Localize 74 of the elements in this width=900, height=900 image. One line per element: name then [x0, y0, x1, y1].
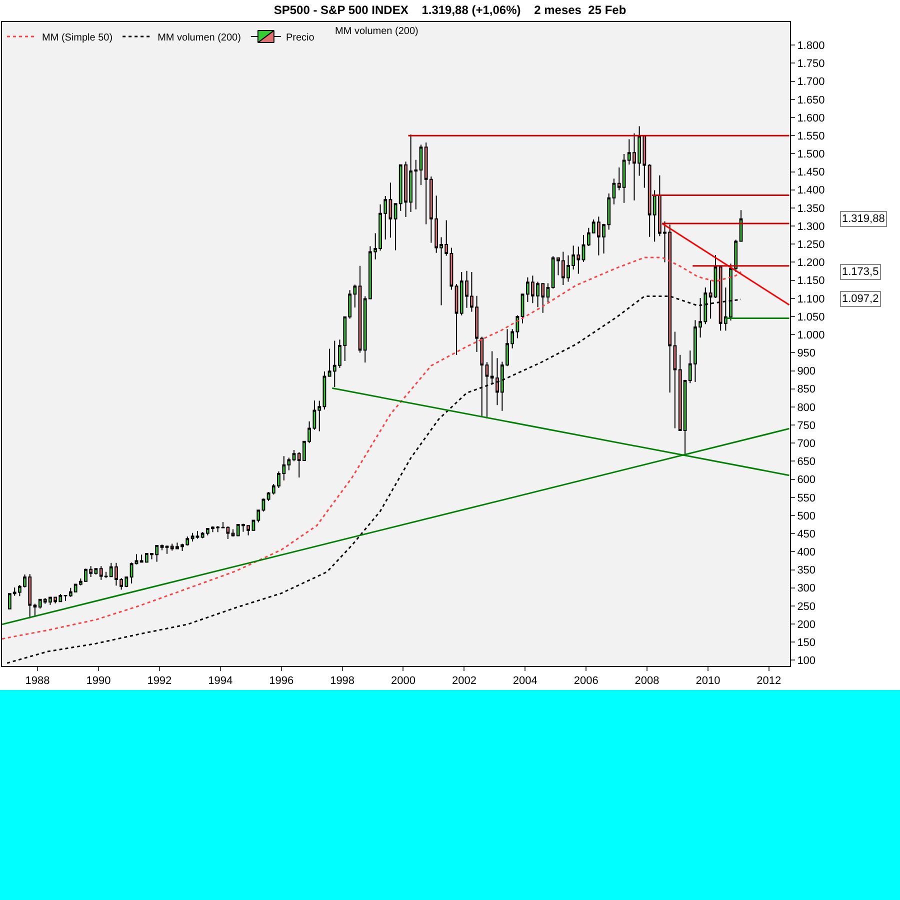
y-tick-label: 1.800 [797, 40, 825, 52]
text: 1.097,2 [842, 293, 879, 305]
text: 1.319,88 [842, 213, 885, 225]
y-tick-label: 500 [797, 510, 816, 522]
y-tick-label: 1.200 [797, 257, 825, 270]
candlestick [419, 144, 423, 186]
candlestick [292, 450, 296, 462]
y-tick-label: 450 [797, 528, 816, 540]
y-tick-label: 1.600 [797, 112, 825, 124]
candlestick [64, 594, 68, 602]
y-tick-label: 300 [797, 582, 816, 595]
y-tick-label: 1.300 [797, 220, 825, 233]
y-tick-label: 1.250 [797, 238, 825, 251]
chart-title: SP500 - S&P 500 INDEX 1.319,88 (+1,06%) 2 meses 25 Feb [274, 3, 626, 18]
x-tick-label: 2002 [452, 675, 476, 688]
y-tick-label: 1.400 [797, 184, 825, 197]
candlestick [454, 283, 458, 356]
candlestick [231, 528, 235, 537]
y-tick-label: 150 [797, 636, 816, 649]
candlestick [546, 282, 550, 303]
candlestick [160, 544, 164, 551]
y-tick-label: 750 [797, 420, 816, 432]
x-tick-label: 2000 [390, 675, 416, 688]
y-tick-label: 250 [797, 600, 816, 613]
x-tick-label: 1990 [86, 675, 111, 688]
candlestick [612, 178, 616, 205]
legend-label: Precio [286, 32, 315, 44]
y-tick-label: 1.650 [797, 94, 825, 106]
annotation: MM volumen (200) [335, 26, 418, 37]
y-tick-label: 1.750 [797, 58, 825, 70]
y-tick-label: 1.100 [797, 293, 825, 306]
candlestick [388, 182, 392, 238]
y-tick-label: 1.500 [797, 148, 825, 161]
y-tick-label: 550 [797, 492, 816, 504]
line-series [2, 256, 742, 640]
y-tick-label: 1.000 [797, 329, 825, 342]
y-tick-label: 1.700 [797, 76, 825, 88]
legend-label: MM (Simple 50) [42, 32, 113, 44]
x-tick-label: 2008 [634, 675, 660, 688]
x-tick-label: 1994 [208, 675, 233, 688]
candlestick [322, 371, 326, 410]
x-tick-label: 1996 [269, 675, 294, 688]
candlestick [582, 234, 586, 262]
candlestick [734, 239, 738, 272]
candlestick [520, 294, 524, 324]
x-tick-label: 2006 [574, 675, 598, 688]
y-tick-label: 400 [797, 546, 816, 559]
y-tick-label: 1.050 [797, 311, 825, 324]
y-tick-label: 700 [797, 438, 816, 450]
x-tick-label: 1998 [330, 675, 355, 688]
y-tick-label: 950 [797, 348, 816, 360]
candlestick [358, 265, 362, 354]
x-tick-label: 1992 [147, 675, 172, 688]
y-tick-label: 1.350 [797, 202, 825, 215]
candlestick [33, 603, 37, 616]
y-tick-label: 900 [797, 366, 816, 378]
x-tick-label: 2010 [696, 675, 720, 688]
legend-label: MM volumen (200) [158, 32, 241, 44]
x-tick-label: 2012 [756, 675, 782, 688]
text: 1.173,5 [842, 266, 879, 278]
y-tick-label: 850 [797, 384, 816, 396]
y-tick-label: 350 [797, 564, 816, 577]
y-tick-label: 200 [797, 618, 816, 631]
candlestick [485, 362, 489, 420]
x-tick-label: 1988 [25, 675, 50, 688]
y-tick-label: 100 [797, 655, 816, 668]
y-tick-label: 650 [797, 456, 816, 468]
y-tick-label: 1.150 [797, 275, 825, 288]
x-tick-label: 2004 [512, 675, 538, 688]
candlestick [165, 545, 169, 554]
y-tick-label: 1.450 [797, 166, 825, 179]
y-tick-label: 1.550 [797, 130, 825, 142]
y-tick-label: 800 [797, 402, 816, 414]
y-tick-label: 600 [797, 474, 816, 486]
